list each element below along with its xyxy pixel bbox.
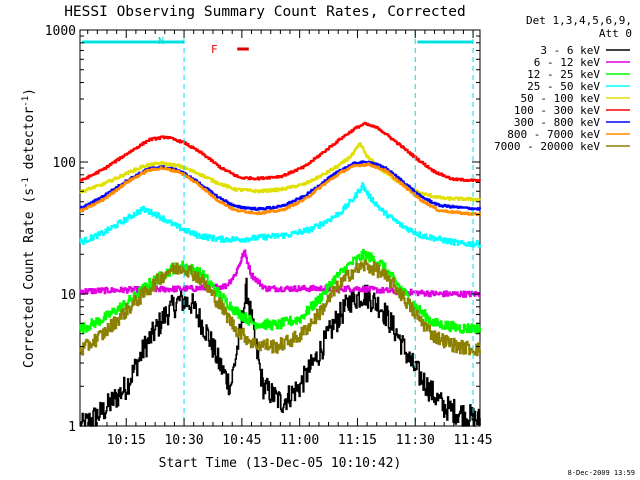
chart-title: HESSI Observing Summary Count Rates, Cor…: [64, 4, 466, 20]
legend-item-label: 25 - 50 keV: [527, 80, 600, 93]
y-axis-label: Corrected Count Rate (s-1 detector-1): [21, 88, 37, 368]
y-axis-label-sup1: -1: [21, 177, 31, 188]
x-axis: 10:15 10:30 10:45 11:00 11:15 11:30 11:45: [87, 30, 493, 448]
y-axis: 1 10 100 1000: [45, 24, 480, 435]
y-tick-label: 1000: [45, 24, 76, 39]
legend-item-label: 6 - 12 keV: [534, 56, 601, 69]
legend-item-label: 100 - 300 keV: [514, 104, 600, 117]
legend-item-label: 800 - 7000 keV: [507, 128, 600, 141]
x-tick-label: 10:15: [107, 433, 146, 448]
flare-label: F: [211, 43, 218, 56]
y-axis-label-sup2: -1: [21, 96, 31, 107]
x-tick-label: 11:30: [396, 433, 435, 448]
x-tick-label: 11:15: [338, 433, 377, 448]
footer-date: 8-Dec-2009 13:59: [568, 469, 635, 477]
legend-item-label: 7000 - 20000 keV: [494, 140, 600, 153]
x-tick-label: 10:30: [164, 433, 203, 448]
y-tick-label: 10: [60, 288, 76, 303]
y-axis-label-mid: detector: [22, 107, 37, 178]
annotation-layer: N F: [82, 30, 474, 426]
legend-item-label: 300 - 800 keV: [514, 116, 600, 129]
legend-header-line1: Det 1,3,4,5,6,9,: [526, 14, 632, 27]
x-tick-label: 11:45: [453, 433, 492, 448]
y-axis-label-end: ): [22, 88, 37, 96]
legend-item-label: 3 - 6 keV: [540, 44, 600, 57]
series-line-3-6-kev: [80, 277, 481, 427]
series-layer: [79, 121, 481, 427]
series-line-25-50-kev: [79, 182, 481, 248]
legend-item-label: 12 - 25 keV: [527, 68, 600, 81]
legend-header-line2: Att 0: [599, 27, 632, 40]
y-axis-label-main: Corrected Count Rate (s: [22, 188, 37, 368]
x-axis-label: Start Time (13-Dec-05 10:10:42): [159, 456, 402, 471]
y-tick-label: 100: [53, 156, 76, 171]
x-tick-label: 10:45: [222, 433, 261, 448]
y-tick-label: 1: [68, 420, 76, 435]
series-line-7000-20000-kev: [79, 259, 481, 357]
series-line-800-7000-kev: [79, 162, 481, 217]
legend-item-label: 50 - 100 keV: [521, 92, 601, 105]
x-tick-label: 11:00: [280, 433, 319, 448]
series-line-100-300-kev: [79, 121, 481, 183]
